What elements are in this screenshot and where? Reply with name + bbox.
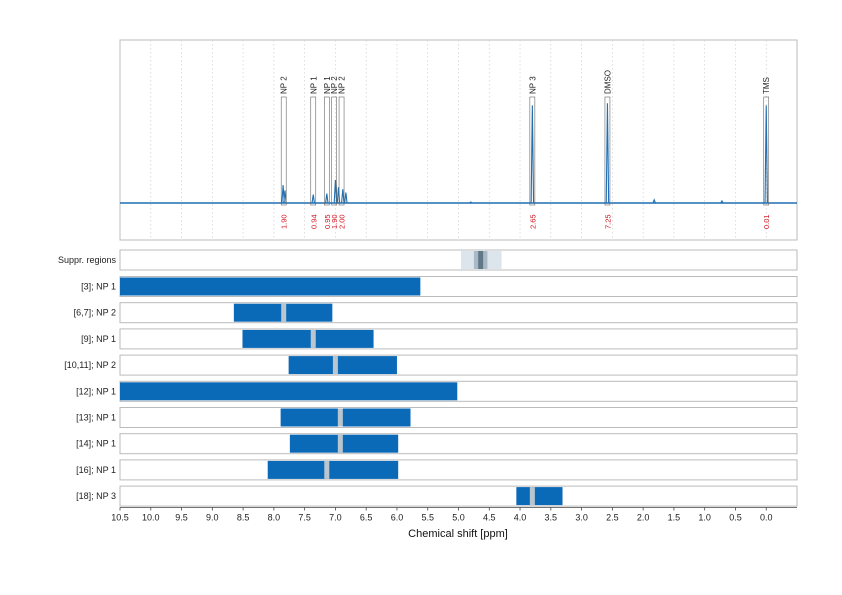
x-tick-label-2: 9.5 xyxy=(175,513,188,523)
spectrum-peak-12 xyxy=(720,199,724,204)
row-bar-8 xyxy=(516,487,563,506)
row-frame-3 xyxy=(119,354,798,376)
row-bar-6 xyxy=(289,434,399,453)
row-label-8: [18]; NP 3 xyxy=(76,491,116,501)
row-frame-5 xyxy=(119,407,798,428)
row-bar-5 xyxy=(280,408,411,427)
row-bar-0 xyxy=(120,277,421,296)
spectrum-peak-13 xyxy=(469,201,473,204)
x-tick-label-0: 10.5 xyxy=(111,513,129,523)
spectrum-peak-9 xyxy=(605,103,610,204)
x-tick-label-5: 8.0 xyxy=(268,513,281,523)
row-frame-7 xyxy=(119,459,798,481)
row-label-1: [6,7]; NP 2 xyxy=(74,308,116,318)
x-axis: 10.5 10.0 9.5 9.0 8.5 8.0 7.5 7.0 6.5 6.0 5.5 5.0 4.… xyxy=(111,507,797,523)
x-tick-label-19: 1.0 xyxy=(698,513,711,523)
peak-integral-4: 2.00 xyxy=(338,214,347,229)
peak-integral-0: 1.90 xyxy=(280,214,289,229)
row-marker-2 xyxy=(310,329,316,348)
row-bar-2 xyxy=(242,329,374,348)
suppr-regions-frame xyxy=(119,249,798,271)
spectrum-peak-2 xyxy=(311,194,315,204)
row-label-3: [10,11]; NP 2 xyxy=(64,360,116,370)
peak-label-5: NP 3 xyxy=(528,76,537,94)
x-axis-label: Chemical shift [ppm] xyxy=(408,528,508,540)
x-tick-label-11: 5.0 xyxy=(452,513,465,523)
spectrum-peak-4 xyxy=(333,179,338,204)
x-tick-label-20: 0.5 xyxy=(729,513,742,523)
assignment-rows-panel: Suppr. regions [3]; NP 1 [6,7]; NP 2 [9]; N… xyxy=(58,249,798,507)
row-marker-3 xyxy=(332,356,338,375)
spectrum-peak-8 xyxy=(530,105,535,204)
row-bar-7 xyxy=(267,460,399,479)
row-marker-8 xyxy=(529,487,535,506)
peak-label-1: NP 1 xyxy=(309,76,318,94)
peak-integral-1: 0.94 xyxy=(309,214,318,229)
spectrum-peak-6 xyxy=(341,189,345,204)
peak-bracket-6 xyxy=(604,96,611,206)
peak-integral-2: 0.95 xyxy=(323,214,332,229)
peak-bracket-1 xyxy=(310,96,317,206)
peak-label-0: NP 2 xyxy=(280,76,289,94)
row-frame-8 xyxy=(119,485,798,507)
peak-integral-7: 0.01 xyxy=(762,214,771,229)
x-tick-label-13: 4.0 xyxy=(514,513,527,523)
row-label-5: [13]; NP 1 xyxy=(76,413,116,423)
row-marker-6 xyxy=(337,434,343,453)
peak-integral-5: 2.65 xyxy=(528,214,537,229)
x-tick-label-17: 2.0 xyxy=(637,513,650,523)
row-label-6: [14]; NP 1 xyxy=(76,439,116,449)
row-marker-1 xyxy=(281,303,287,322)
peak-bracket-2 xyxy=(323,96,330,206)
peak-label-4: NP 2 xyxy=(338,76,347,94)
row-frame-1 xyxy=(119,302,798,324)
peak-bracket-5 xyxy=(529,96,536,206)
spectrum-peak-11 xyxy=(652,198,656,204)
peak-label-3: NP 2 xyxy=(330,76,339,94)
peak-bracket-0 xyxy=(280,96,287,206)
x-tick-label-10: 5.5 xyxy=(421,513,434,523)
x-tick-label-8: 6.5 xyxy=(360,513,373,523)
peak-bracket-7 xyxy=(763,96,770,206)
row-marker-5 xyxy=(337,408,343,427)
row-label-2: [9]; NP 1 xyxy=(81,334,116,344)
row-bar-3 xyxy=(288,356,397,375)
x-tick-label-12: 4.5 xyxy=(483,513,496,523)
spectrum-peak-3 xyxy=(325,193,329,204)
peak-integral-6: 7.25 xyxy=(603,214,612,229)
x-tick-label-16: 2.5 xyxy=(606,513,619,523)
x-tick-label-3: 9.0 xyxy=(206,513,219,523)
suppr-region-core xyxy=(478,251,484,269)
x-tick-label-15: 3.0 xyxy=(575,513,588,523)
row-frame-6 xyxy=(119,433,798,455)
row-bar-4 xyxy=(120,382,458,401)
row-label-0: [3]; NP 1 xyxy=(81,282,116,292)
x-tick-label-1: 10.0 xyxy=(142,513,160,523)
x-tick-label-9: 6.0 xyxy=(391,513,404,523)
spectrum-panel: NP 2 1.90 NP 1 0.94 NP 1 0.95 NP 2 1.90 NP 2 2.00… xyxy=(119,39,798,241)
peak-bracket-3 xyxy=(331,96,337,206)
suppr-regions-label: Suppr. regions xyxy=(58,255,117,265)
peak-label-2: NP 1 xyxy=(323,76,332,94)
x-tick-label-6: 7.5 xyxy=(298,513,311,523)
x-tick-label-21: 0.0 xyxy=(760,513,773,523)
peak-bracket-4 xyxy=(338,96,345,206)
x-tick-label-18: 1.5 xyxy=(668,513,681,523)
peak-label-6: DMSO xyxy=(603,70,612,94)
x-tick-label-4: 8.5 xyxy=(237,513,250,523)
spectrum-peak-10 xyxy=(764,105,768,204)
row-label-7: [16]; NP 1 xyxy=(76,465,116,475)
peak-label-7: TMS xyxy=(762,77,771,94)
spectrum-peak-7 xyxy=(344,192,348,204)
row-marker-7 xyxy=(324,460,330,479)
spectrum-peak-1 xyxy=(283,190,287,204)
x-tick-label-14: 3.5 xyxy=(545,513,558,523)
peak-integral-3: 1.90 xyxy=(330,214,339,229)
row-frame-2 xyxy=(119,328,798,350)
x-tick-label-7: 7.0 xyxy=(329,513,342,523)
row-label-4: [12]; NP 1 xyxy=(76,386,116,396)
